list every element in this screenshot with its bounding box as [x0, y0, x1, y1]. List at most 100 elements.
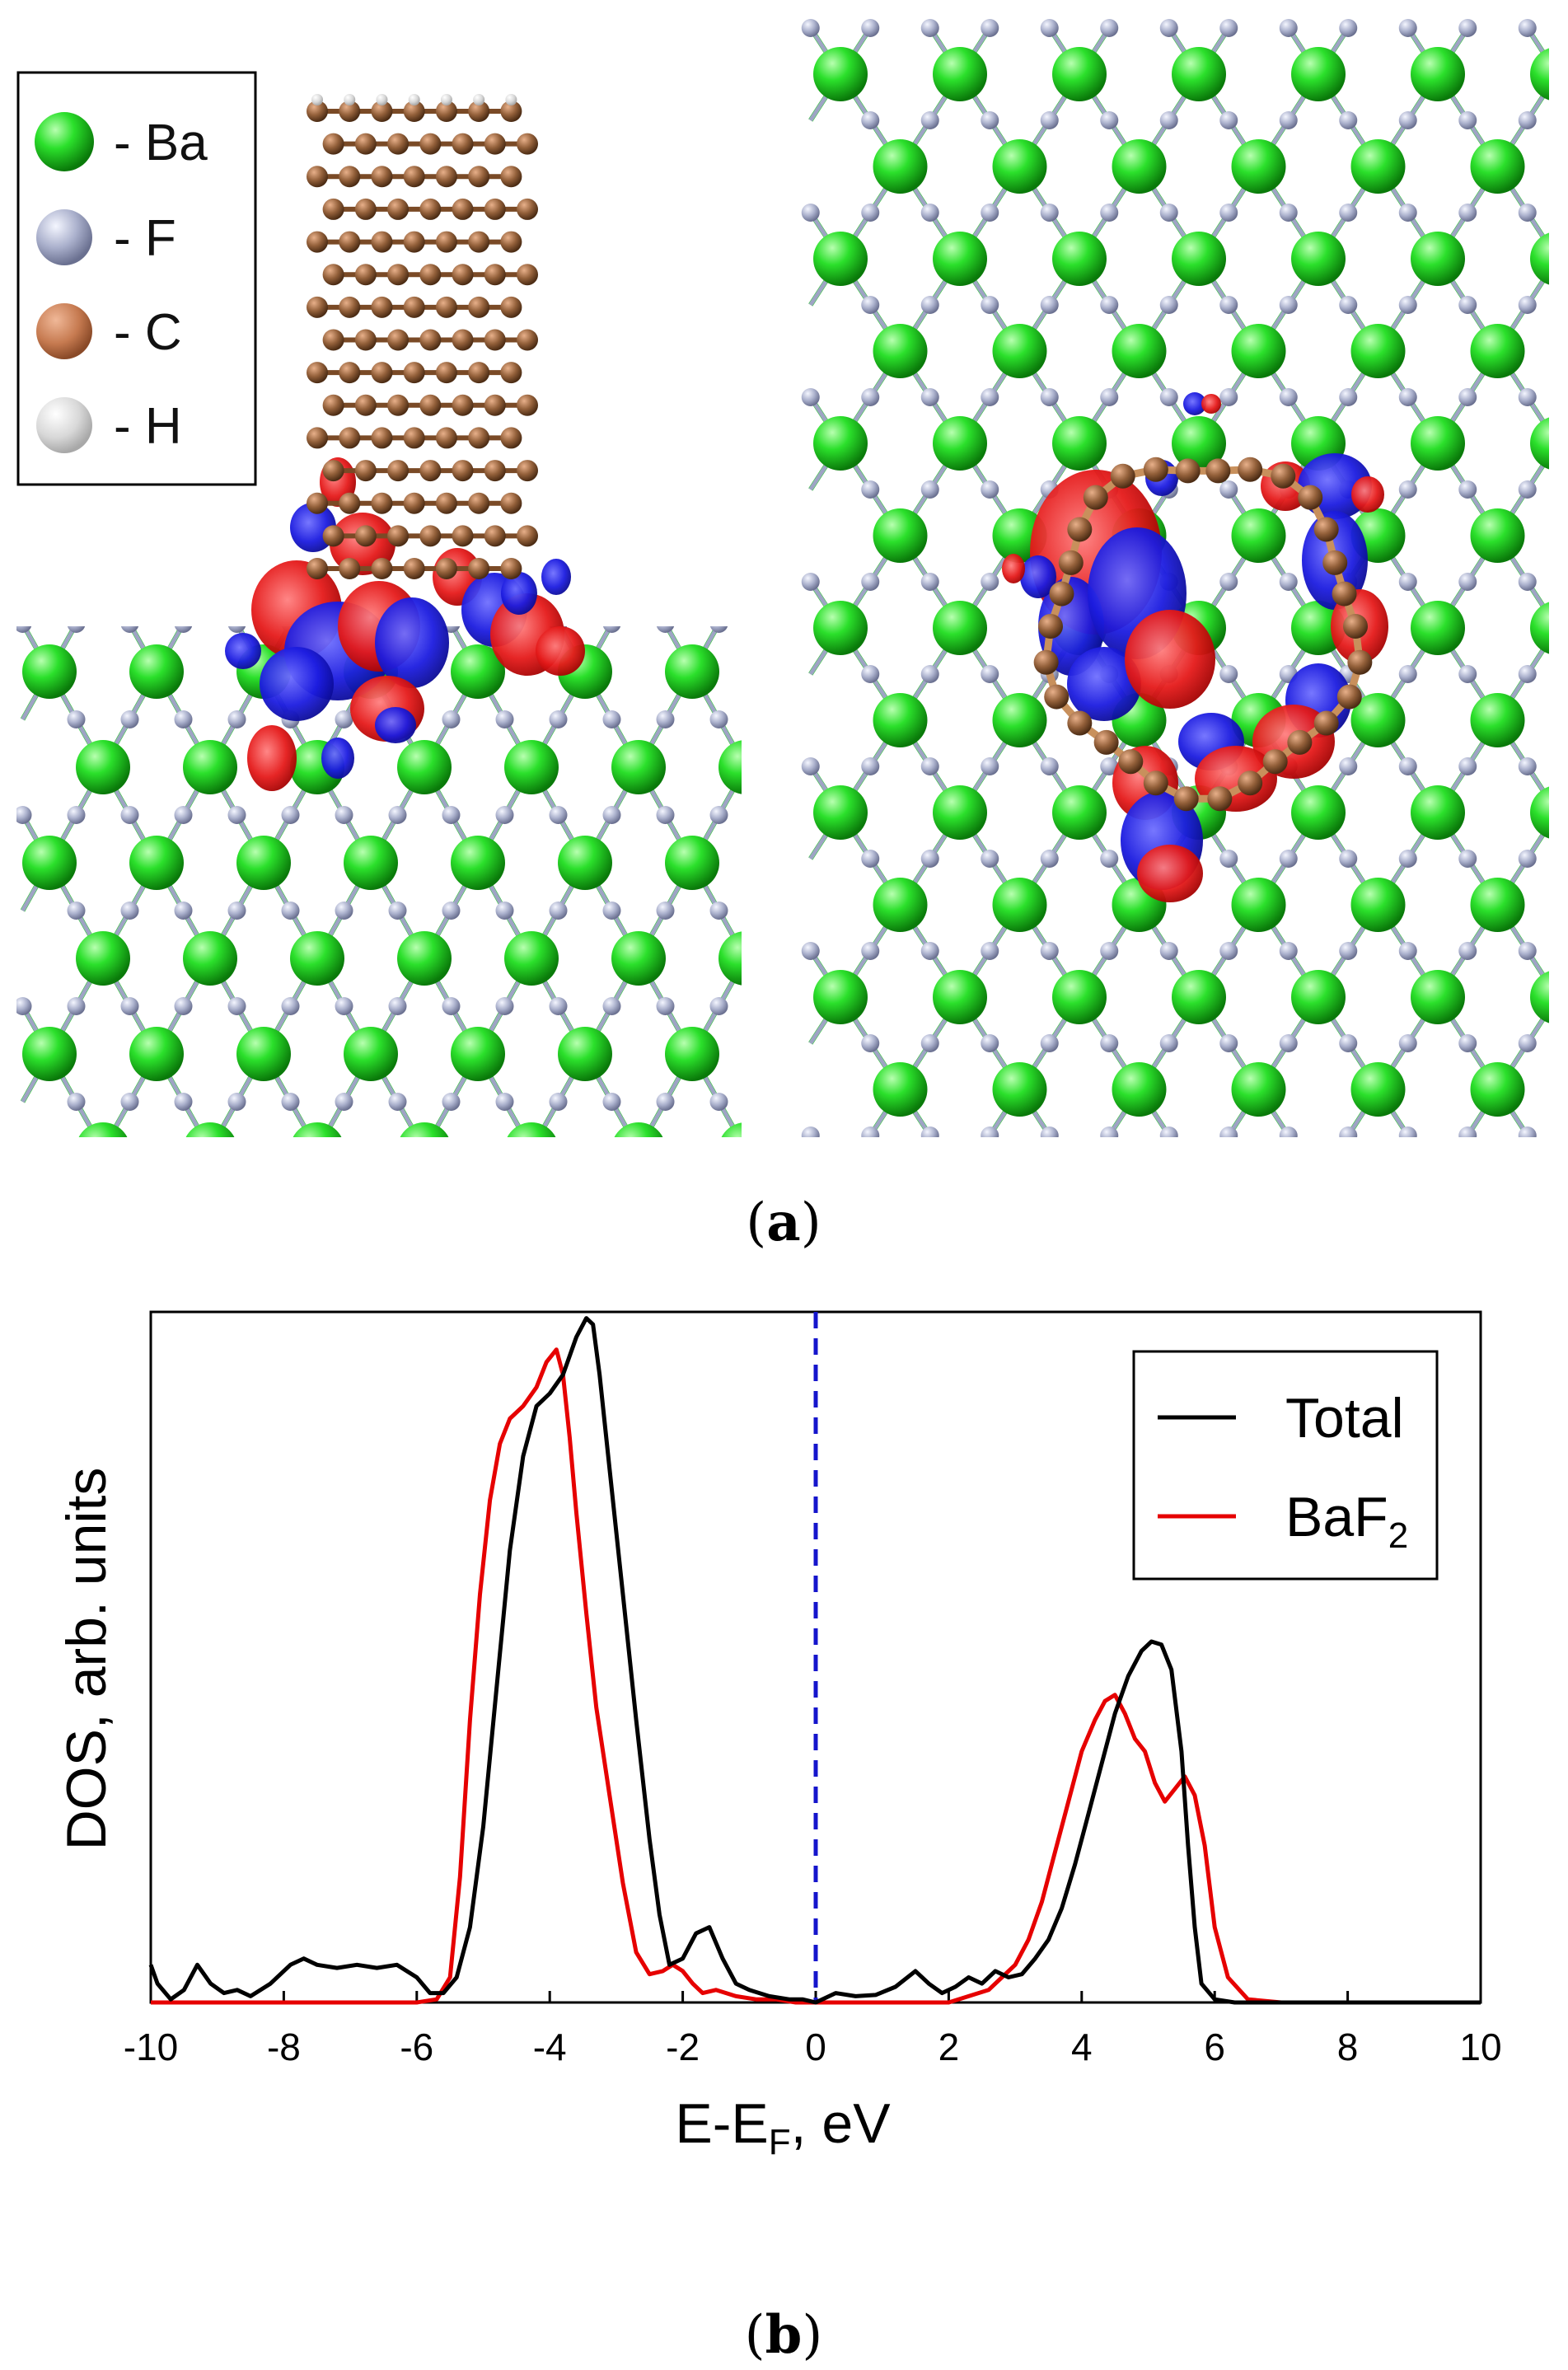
ba-f-bond [452, 1245, 479, 1293]
f-atom [1518, 19, 1537, 37]
ba-f-bond [1557, 766, 1568, 813]
c-atom [403, 558, 425, 579]
f-f-bond [1525, 821, 1549, 860]
f-atom [1040, 1034, 1059, 1052]
x-tick-label: 6 [1204, 2026, 1225, 2068]
f-f-bond [77, 1293, 130, 1389]
ba-atom [1411, 416, 1465, 471]
c-atom [452, 394, 474, 416]
ba-f-bond [184, 1150, 211, 1197]
f-atom [442, 1093, 461, 1111]
c-atom [468, 492, 490, 514]
ba-atom [1172, 416, 1226, 471]
f-atom [1398, 942, 1417, 960]
legend-item-ba: - Ba [35, 112, 208, 171]
f-atom [920, 204, 939, 222]
ba-f-bond [1557, 582, 1568, 628]
c-atom [500, 296, 522, 318]
ba-f-bond [77, 1341, 104, 1389]
ba-atom [933, 416, 987, 471]
f-atom [1040, 204, 1059, 222]
ba-f-bond [1557, 28, 1568, 74]
c-atom [1173, 786, 1199, 812]
c-atom [419, 198, 442, 220]
f-f-bond [559, 1197, 612, 1293]
ba-atom-icon [35, 112, 94, 171]
f-atom [709, 997, 728, 1015]
c-atom [354, 264, 377, 286]
f-atom [1398, 665, 1417, 683]
ba-atom [1112, 1062, 1167, 1117]
f-atom [1339, 204, 1358, 222]
f-atom [981, 573, 999, 591]
f-f-bond [717, 961, 742, 1008]
ba-f-bond [237, 1245, 264, 1293]
density-negative-lobe [1020, 555, 1056, 598]
c-atom [339, 101, 361, 122]
f-atom [1279, 850, 1298, 868]
f-atom [861, 111, 880, 129]
c-atom [1205, 458, 1231, 484]
c-atom [387, 198, 410, 220]
x-tick-label: -10 [124, 2026, 178, 2068]
f-f-bond [288, 1100, 313, 1137]
f-f-bond [398, 1293, 452, 1389]
ba-atom [813, 232, 868, 286]
ba-f-bond [930, 1182, 960, 1228]
legend-label: - Ba [114, 115, 208, 171]
ba-atom [873, 693, 928, 747]
ba-atom [22, 644, 77, 699]
ba-f-bond [77, 1150, 104, 1197]
f-f-bond [985, 1134, 992, 1137]
c-atom [307, 362, 328, 384]
f-f-bond [184, 1293, 237, 1389]
ba-atom [451, 836, 505, 890]
f-atom [602, 710, 621, 728]
f-atom [764, 710, 782, 728]
f-atom [281, 997, 300, 1015]
ba-atom [1231, 139, 1286, 194]
f-atom [920, 296, 939, 314]
f-atom [335, 1284, 353, 1302]
ba-f-bond [424, 1150, 452, 1197]
density-negative-lobe [1067, 647, 1141, 721]
f-f-bond [184, 1293, 237, 1389]
ba-atom [1530, 971, 1549, 1023]
ba-f-bond [692, 1245, 719, 1293]
c-atom [1083, 485, 1108, 510]
ba-f-bond [1557, 997, 1568, 1043]
f-atom [656, 626, 675, 633]
ba-atom [1291, 1155, 1346, 1209]
f-f-bond [74, 1100, 99, 1137]
f-atom [861, 573, 880, 591]
ba-atom [873, 508, 928, 563]
ba-atom [397, 931, 452, 986]
f-atom [442, 806, 461, 824]
ba-f-bond [1438, 1182, 1467, 1228]
f-f-bond [214, 1100, 239, 1137]
f-atom [496, 1284, 514, 1302]
f-atom [67, 626, 86, 633]
f-atom [801, 942, 820, 960]
ba-atom [614, 1122, 663, 1137]
f-atom [801, 757, 820, 775]
c-atom [403, 166, 425, 188]
f-f-bond [1224, 1134, 1231, 1137]
f-atom [174, 902, 193, 920]
f-atom [549, 806, 568, 824]
c-atom [435, 296, 457, 318]
ba-atom [451, 1027, 505, 1081]
ba-atom [22, 1218, 77, 1272]
c-atom [484, 133, 506, 155]
f-atom [1458, 942, 1477, 960]
ba-f-bond [1528, 1182, 1557, 1228]
f-atom [1219, 1126, 1238, 1137]
c-atom [1038, 614, 1063, 639]
c-atom [517, 394, 538, 416]
density-positive-lobe [247, 725, 297, 791]
ba-atom [992, 693, 1047, 747]
f-atom [801, 388, 820, 406]
f-atom [120, 902, 139, 920]
ba-f-bond [666, 1197, 693, 1245]
f-atom [281, 902, 300, 920]
